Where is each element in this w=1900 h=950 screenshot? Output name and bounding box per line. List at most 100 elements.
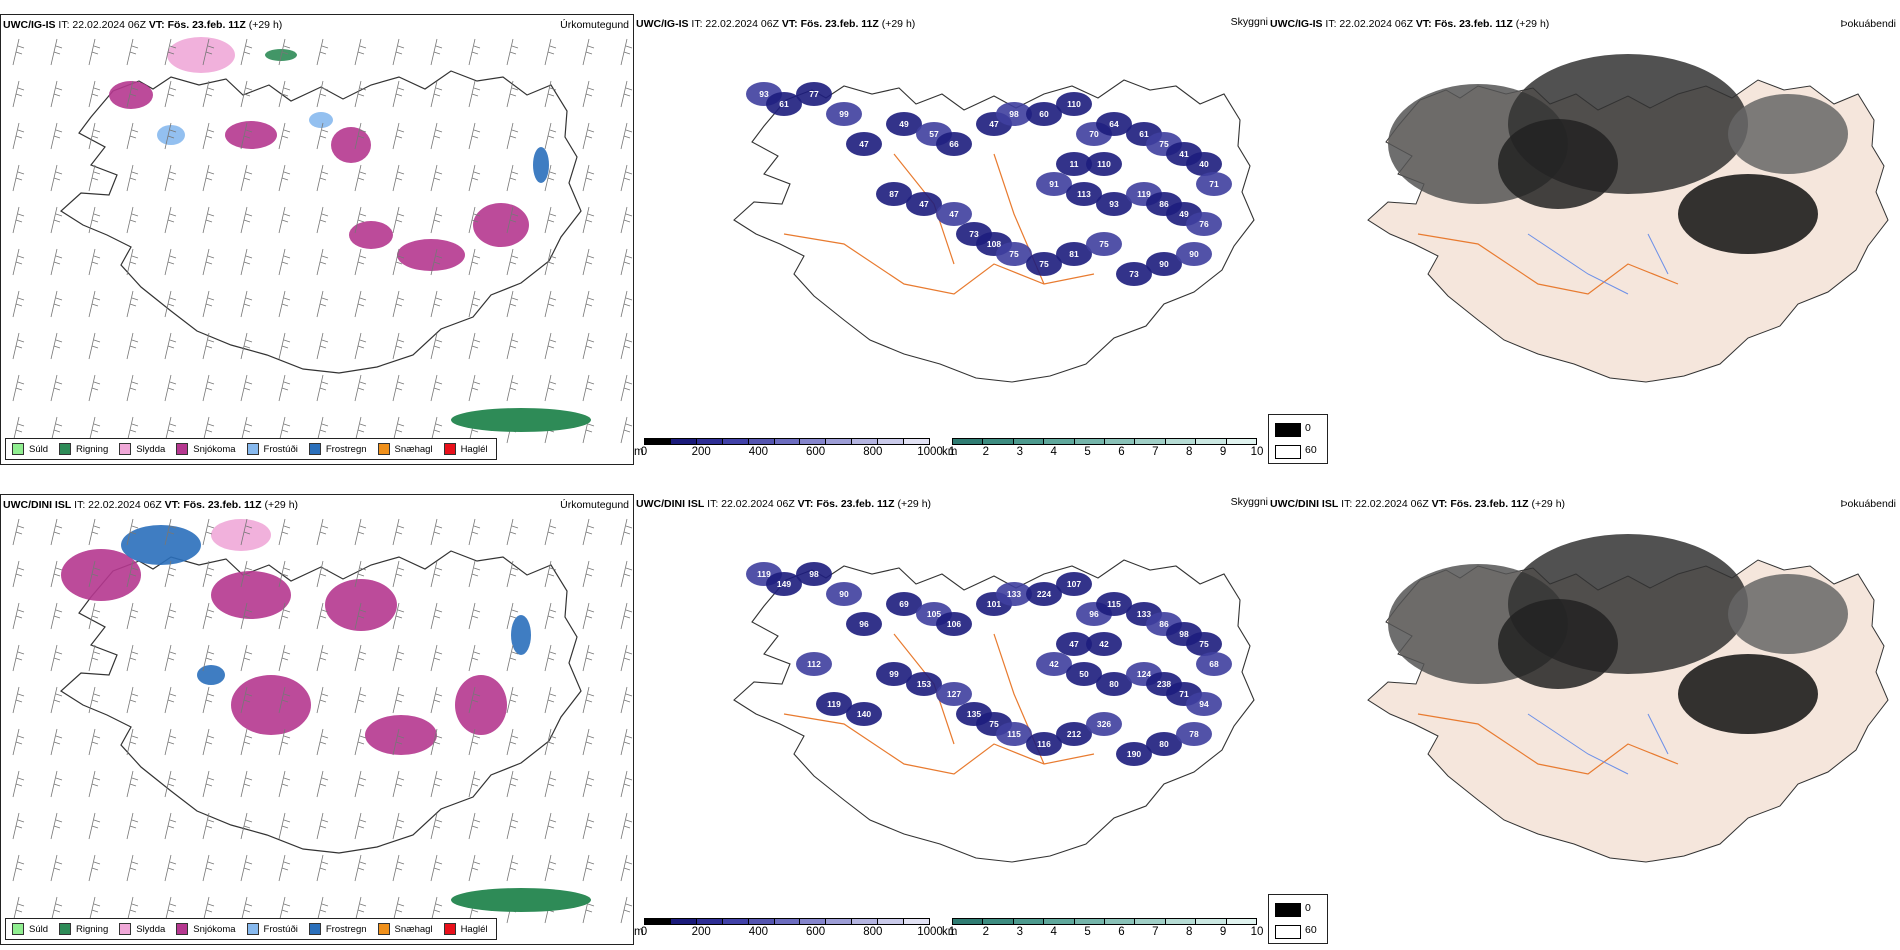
precip-legend: Súld Rigning Slydda Snjókoma Frostúði Frostre…	[5, 918, 497, 940]
ceiling-area	[826, 582, 862, 606]
ceiling-area	[1096, 112, 1132, 136]
wind-barb	[88, 332, 101, 360]
wind-barb	[430, 206, 443, 234]
wind-barb	[620, 560, 633, 588]
wind-barb	[240, 686, 253, 714]
wind-barb	[50, 80, 63, 108]
wind-barb	[202, 38, 215, 66]
wind-barb	[506, 164, 519, 192]
ceiling-area	[996, 582, 1032, 606]
ceiling-value-label: 133	[1007, 589, 1021, 599]
wind-barb	[50, 38, 63, 66]
wind-barb	[544, 38, 557, 66]
wind-barb	[468, 728, 481, 756]
wind-barb	[50, 770, 63, 798]
wind-barb	[240, 290, 253, 318]
wind-barb	[544, 812, 557, 840]
ceiling-value-label: 66	[949, 139, 959, 149]
wind-barb	[468, 644, 481, 672]
wind-barb	[316, 248, 329, 276]
ceiling-value-label: 75	[1009, 249, 1019, 259]
wind-barb	[392, 644, 405, 672]
scale-cell	[722, 919, 749, 924]
precip-area	[309, 112, 333, 128]
legend-swatch	[12, 443, 24, 455]
legend-item: Frostúði	[246, 443, 298, 455]
ceiling-area	[906, 192, 942, 216]
scale-cell	[1074, 439, 1106, 444]
fog-swatch	[1275, 445, 1301, 459]
ceiling-area	[1086, 712, 1122, 736]
wind-barb	[202, 164, 215, 192]
ceiling-value-label: 61	[779, 99, 789, 109]
ceiling-value-label: 49	[1179, 209, 1189, 219]
ceiling-value-label: 47	[919, 199, 929, 209]
ceiling-value-label: 326	[1097, 719, 1111, 729]
wind-barb	[164, 560, 177, 588]
legend-swatch	[377, 923, 390, 935]
ceiling-area	[1026, 252, 1062, 276]
ceiling-area	[1116, 262, 1152, 286]
ceiling-value-label: 75	[1039, 259, 1049, 269]
ceiling-value-label: 86	[1159, 619, 1169, 629]
wind-barb	[202, 80, 215, 108]
wind-barb	[506, 854, 519, 882]
wind-barb	[506, 38, 519, 66]
wind-barb	[354, 686, 367, 714]
fog-swatch	[1275, 925, 1301, 939]
precip-area	[121, 525, 201, 565]
ceiling-value-label: 80	[1159, 739, 1169, 749]
ceiling-value-label: 81	[1069, 249, 1079, 259]
panel-title: UWC/DINI ISL IT: 22.02.2024 06Z VT: Fös.…	[636, 498, 932, 510]
iceland-map	[1367, 534, 1889, 863]
wind-barb	[506, 248, 519, 276]
wind-barb	[430, 332, 443, 360]
wind-barb	[240, 374, 253, 402]
ceiling-value-label: 115	[1107, 599, 1121, 609]
wind-barb	[126, 560, 139, 588]
scale-tick-label: 7	[1152, 926, 1159, 938]
wind-barb	[240, 644, 253, 672]
scale-cell	[1196, 919, 1227, 924]
wind-barb	[126, 80, 139, 108]
coastline	[60, 70, 582, 374]
fog-legend: 0 60	[1268, 894, 1328, 944]
ceiling-value-label: 47	[949, 209, 959, 219]
legend-label: Haglél	[460, 443, 488, 455]
wind-barb	[88, 122, 101, 150]
wind-barb	[164, 644, 177, 672]
ceiling-value-label: 60	[1039, 109, 1049, 119]
legend-swatch	[246, 923, 259, 935]
fog-label: 0	[1305, 422, 1311, 434]
wind-barb	[468, 290, 481, 318]
wind-barb	[392, 854, 405, 882]
wind-barb	[468, 560, 481, 588]
ceiling-area	[1186, 212, 1222, 236]
ceiling-value-label: 190	[1127, 749, 1141, 759]
wind-barb	[582, 728, 595, 756]
wind-barb	[582, 122, 595, 150]
ceiling-value-label: 119	[827, 699, 841, 709]
ceiling-area	[766, 92, 802, 116]
wind-barb	[202, 332, 215, 360]
legend-item: Rigning	[59, 923, 108, 935]
wind-barb	[278, 854, 291, 882]
scale-tick-label: 800	[863, 446, 883, 458]
wind-barb	[392, 374, 405, 402]
ceiling-value-label: 68	[1209, 659, 1219, 669]
ceiling-area	[826, 102, 862, 126]
legend-swatch	[12, 923, 24, 935]
scale-tick-label: 4	[1050, 926, 1057, 938]
ceiling-area	[816, 692, 852, 716]
wind-barb	[506, 122, 519, 150]
fog-label: 60	[1305, 924, 1317, 936]
wind-barb	[240, 854, 253, 882]
wind-barb	[126, 854, 139, 882]
legend-label: Rigning	[76, 443, 109, 455]
wind-barb	[12, 560, 25, 588]
wind-barbs	[12, 38, 633, 444]
wind-barb	[12, 164, 25, 192]
wind-barb	[430, 290, 443, 318]
scale-tick-label: 1	[948, 446, 956, 458]
ceiling-value-label: 86	[1159, 199, 1169, 209]
